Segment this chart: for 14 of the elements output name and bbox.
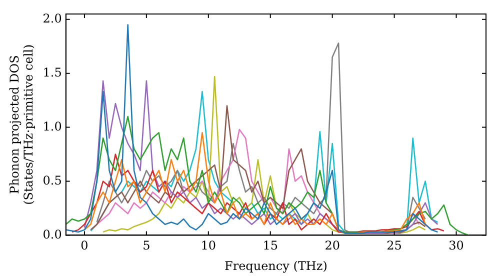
y-axis-title: Phonon projected DOS (States/THz·primitive cell) xyxy=(7,44,36,205)
y-tick-label: 2.0 xyxy=(42,12,62,26)
x-tick-label: 10 xyxy=(200,238,216,253)
y-tick-label: 1.0 xyxy=(42,119,62,134)
y-tick-label: 0.0 xyxy=(42,227,62,242)
x-axis-title: Frequency (THz) xyxy=(224,258,328,273)
x-tick-label: 20 xyxy=(324,238,340,253)
y-tick-label: 0.5 xyxy=(42,173,62,188)
x-tick-label: 30 xyxy=(448,238,464,253)
x-tick-label: 0 xyxy=(80,238,88,253)
x-tick-label: 25 xyxy=(386,238,402,253)
x-tick-label: 5 xyxy=(142,238,150,253)
x-tick-label: 15 xyxy=(262,238,278,253)
y-tick-label: 1.5 xyxy=(42,65,62,80)
